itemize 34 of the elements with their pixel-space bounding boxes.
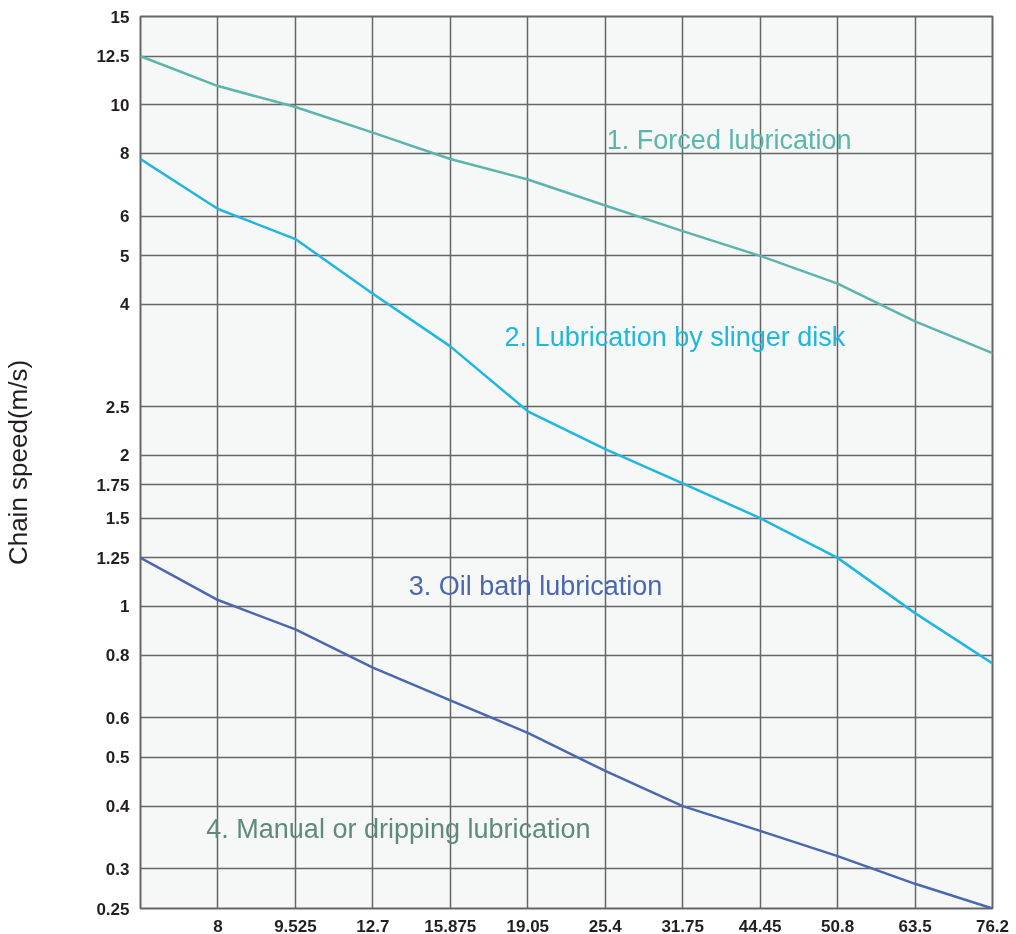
y-tick-label: 6 xyxy=(120,207,130,227)
x-tick-label: 12.7 xyxy=(356,916,390,934)
x-tick-label: 25.4 xyxy=(588,916,623,934)
y-tick-label: 0.4 xyxy=(105,797,131,817)
y-tick-label: 2.5 xyxy=(105,397,130,417)
x-tick-label: 63.5 xyxy=(898,916,932,934)
y-axis-title: Chain speed(m/s) xyxy=(3,359,34,566)
x-tick-label: 8 xyxy=(213,916,223,934)
y-tick-label: 1.5 xyxy=(105,509,130,529)
y-tick-label: 0.5 xyxy=(105,748,130,768)
x-tick-label: 19.05 xyxy=(506,916,550,934)
x-tick-label: 76.2 xyxy=(975,916,1010,934)
y-tick-label: 15 xyxy=(110,7,130,27)
y-tick-label: 0.8 xyxy=(105,646,130,666)
y-tick-label: 1.25 xyxy=(96,548,130,568)
x-tick-label: 15.875 xyxy=(424,916,477,934)
y-tick-label: 1 xyxy=(120,597,130,617)
y-tick-label: 8 xyxy=(120,144,130,164)
y-tick-label: 0.3 xyxy=(105,859,130,879)
y-tick-label: 12.5 xyxy=(96,47,130,67)
y-tick-label: 5 xyxy=(120,246,130,266)
y-tick-label: 1.75 xyxy=(96,475,130,495)
x-tick-label: 9.525 xyxy=(274,916,317,934)
y-tick-label: 0.6 xyxy=(105,708,130,728)
line-series xyxy=(140,556,993,909)
line-series xyxy=(140,54,993,355)
x-tick-label: 44.45 xyxy=(738,916,782,934)
y-tick-label: 10 xyxy=(110,95,130,115)
y-tick-label: 2 xyxy=(120,446,130,466)
x-tick-label: 50.8 xyxy=(821,916,855,934)
x-tick-label: 31.75 xyxy=(661,916,704,934)
y-tick-label: 4 xyxy=(120,295,131,315)
line-series xyxy=(140,157,993,665)
y-tick-label: 0.25 xyxy=(96,899,130,919)
